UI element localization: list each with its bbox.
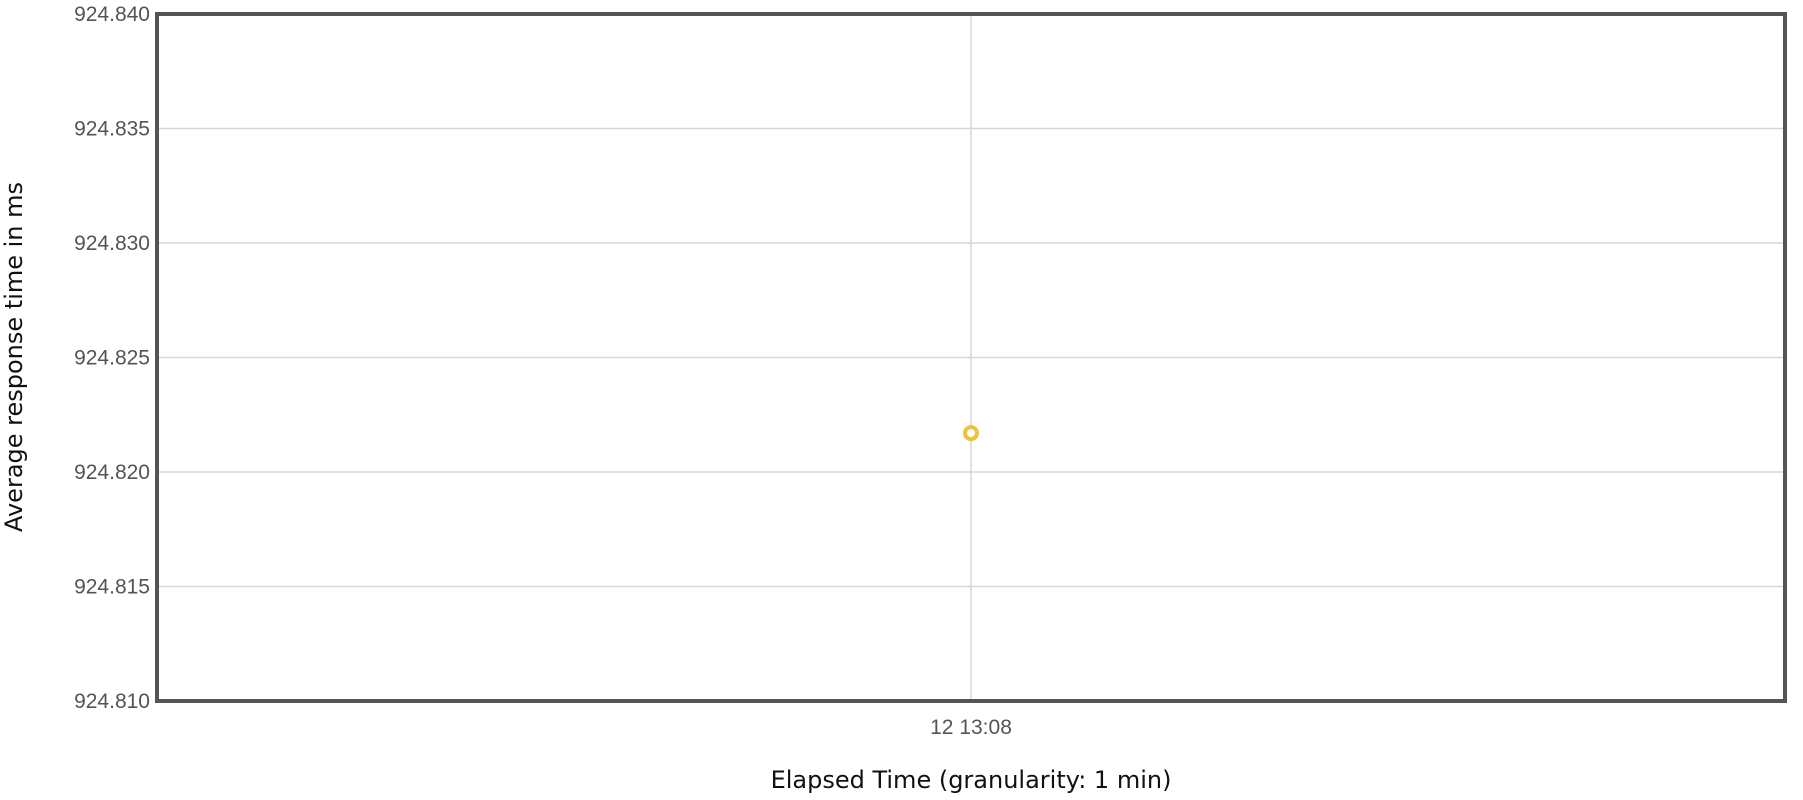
y-axis-title: Average response time in ms (0, 182, 28, 532)
y-axis-ticks: 924.810 924.815 924.820 924.825 924.830 924.8… (74, 3, 150, 713)
y-tick-label: 924.840 (74, 3, 150, 26)
y-tick-label: 924.820 (74, 461, 150, 484)
x-axis-title: Elapsed Time (granularity: 1 min) (771, 766, 1172, 794)
y-tick-label: 924.825 (74, 347, 150, 370)
x-tick-label: 12 13:08 (930, 716, 1012, 739)
y-tick-label: 924.830 (74, 232, 150, 255)
data-points (963, 425, 979, 442)
y-tick-label: 924.810 (74, 690, 150, 713)
plot-frame (155, 12, 1787, 703)
y-tick-label: 924.815 (74, 576, 150, 599)
data-point[interactable] (963, 425, 979, 442)
x-axis-ticks: 12 13:08 (930, 716, 1012, 739)
y-tick-label: 924.835 (74, 118, 150, 141)
